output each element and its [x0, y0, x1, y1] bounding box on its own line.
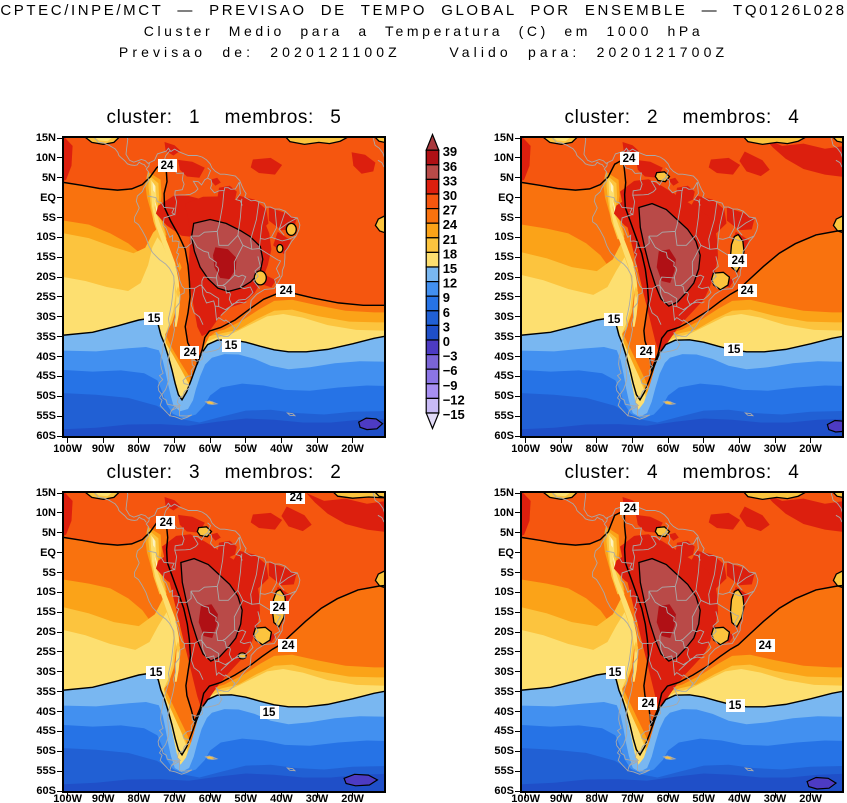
svg-text:0: 0: [443, 334, 450, 349]
svg-text:15: 15: [150, 667, 163, 679]
svg-text:24: 24: [184, 347, 197, 359]
svg-text:15: 15: [225, 340, 238, 352]
svg-text:39: 39: [443, 144, 457, 159]
svg-text:24: 24: [623, 153, 636, 165]
svg-text:15: 15: [608, 314, 621, 326]
svg-text:3: 3: [443, 319, 450, 334]
svg-text:36: 36: [443, 159, 457, 174]
svg-text:−15: −15: [443, 407, 465, 422]
svg-text:15: 15: [729, 700, 742, 712]
svg-text:24: 24: [624, 503, 637, 515]
svg-text:24: 24: [732, 255, 745, 267]
svg-text:15: 15: [728, 344, 741, 356]
svg-text:6: 6: [443, 305, 450, 320]
svg-text:24: 24: [161, 160, 174, 172]
svg-text:21: 21: [443, 232, 457, 247]
svg-text:27: 27: [443, 203, 457, 218]
svg-text:−12: −12: [443, 392, 465, 407]
svg-text:24: 24: [280, 285, 293, 297]
svg-text:15: 15: [263, 707, 276, 719]
svg-text:15: 15: [609, 667, 622, 679]
svg-text:24: 24: [443, 217, 458, 232]
svg-text:18: 18: [443, 246, 457, 261]
svg-text:24: 24: [160, 517, 173, 529]
svg-text:24: 24: [640, 346, 653, 358]
svg-text:24: 24: [759, 640, 772, 652]
svg-text:30: 30: [443, 188, 457, 203]
svg-text:24: 24: [282, 640, 295, 652]
svg-text:24: 24: [741, 285, 754, 297]
svg-text:24: 24: [273, 602, 286, 614]
svg-text:15: 15: [443, 261, 457, 276]
svg-text:9: 9: [443, 290, 450, 305]
svg-text:−6: −6: [443, 363, 458, 378]
svg-text:15: 15: [148, 313, 161, 325]
svg-text:−3: −3: [443, 349, 458, 364]
svg-text:33: 33: [443, 173, 457, 188]
svg-text:24: 24: [290, 493, 303, 504]
svg-text:24: 24: [642, 698, 655, 710]
svg-text:12: 12: [443, 276, 457, 291]
svg-text:−9: −9: [443, 378, 458, 393]
